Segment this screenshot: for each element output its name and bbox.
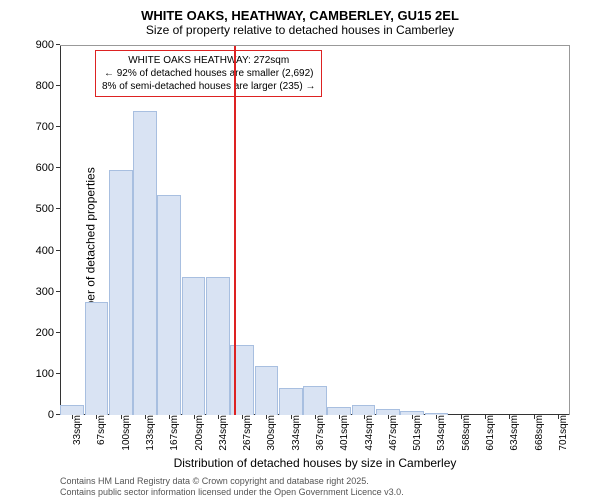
y-tick-mark — [56, 208, 60, 209]
x-axis-label: Distribution of detached houses by size … — [60, 456, 570, 470]
footer-line1: Contains HM Land Registry data © Crown c… — [60, 476, 404, 487]
histogram-bar — [60, 405, 84, 415]
y-tick-label: 100 — [30, 368, 60, 380]
y-tick-label: 700 — [30, 121, 60, 133]
histogram-bar — [303, 386, 327, 415]
y-tick-mark — [56, 291, 60, 292]
annotation-box: WHITE OAKS HEATHWAY: 272sqm ← 92% of det… — [95, 50, 322, 97]
x-tick-label: 300sqm — [262, 415, 277, 451]
y-tick-mark — [56, 250, 60, 251]
x-tick-label: 334sqm — [287, 415, 302, 451]
y-tick-label: 400 — [30, 245, 60, 257]
histogram-bar — [157, 195, 181, 415]
x-tick-label: 501sqm — [408, 415, 423, 451]
y-tick-mark — [56, 332, 60, 333]
y-tick-label: 600 — [30, 162, 60, 174]
y-tick-mark — [56, 44, 60, 45]
x-tick-label: 33sqm — [68, 415, 83, 445]
x-tick-label: 367sqm — [311, 415, 326, 451]
y-tick-label: 200 — [30, 327, 60, 339]
y-tick-label: 500 — [30, 203, 60, 215]
histogram-bar — [206, 277, 230, 415]
annotation-line1: WHITE OAKS HEATHWAY: 272sqm — [102, 54, 315, 67]
title-main: WHITE OAKS, HEATHWAY, CAMBERLEY, GU15 2E… — [0, 0, 600, 23]
y-tick-label: 300 — [30, 286, 60, 298]
histogram-bar — [133, 111, 157, 415]
y-axis-line — [60, 46, 61, 415]
y-tick-mark — [56, 126, 60, 127]
annotation-line2: ← 92% of detached houses are smaller (2,… — [102, 67, 315, 80]
x-tick-label: 634sqm — [505, 415, 520, 451]
histogram-bar — [109, 170, 133, 415]
x-tick-label: 434sqm — [360, 415, 375, 451]
x-tick-label: 668sqm — [530, 415, 545, 451]
footer: Contains HM Land Registry data © Crown c… — [60, 476, 404, 498]
histogram-bar — [352, 405, 376, 415]
annotation-line3: 8% of semi-detached houses are larger (2… — [102, 80, 315, 93]
x-tick-label: 267sqm — [238, 415, 253, 451]
y-tick-mark — [56, 373, 60, 374]
x-tick-label: 401sqm — [335, 415, 350, 451]
y-tick-label: 800 — [30, 80, 60, 92]
x-tick-label: 601sqm — [481, 415, 496, 451]
x-tick-label: 133sqm — [141, 415, 156, 451]
x-tick-label: 467sqm — [384, 415, 399, 451]
x-tick-label: 568sqm — [457, 415, 472, 451]
y-tick-mark — [56, 85, 60, 86]
y-tick-label: 0 — [30, 409, 60, 421]
histogram-bar — [279, 388, 303, 415]
x-tick-label: 100sqm — [117, 415, 132, 451]
title-sub: Size of property relative to detached ho… — [0, 23, 600, 41]
histogram-bar — [85, 302, 109, 415]
x-tick-label: 701sqm — [554, 415, 569, 451]
y-tick-label: 900 — [30, 39, 60, 51]
footer-line2: Contains public sector information licen… — [60, 487, 404, 498]
marker-line — [234, 46, 236, 415]
chart-container: WHITE OAKS, HEATHWAY, CAMBERLEY, GU15 2E… — [0, 0, 600, 500]
x-tick-label: 534sqm — [432, 415, 447, 451]
x-tick-label: 234sqm — [214, 415, 229, 451]
histogram-bar — [327, 407, 351, 415]
plot-area: WHITE OAKS HEATHWAY: 272sqm ← 92% of det… — [60, 45, 570, 415]
histogram-bar — [182, 277, 206, 415]
y-tick-mark — [56, 167, 60, 168]
x-tick-label: 200sqm — [190, 415, 205, 451]
histogram-bar — [255, 366, 279, 415]
x-tick-label: 167sqm — [165, 415, 180, 451]
x-tick-label: 67sqm — [92, 415, 107, 445]
